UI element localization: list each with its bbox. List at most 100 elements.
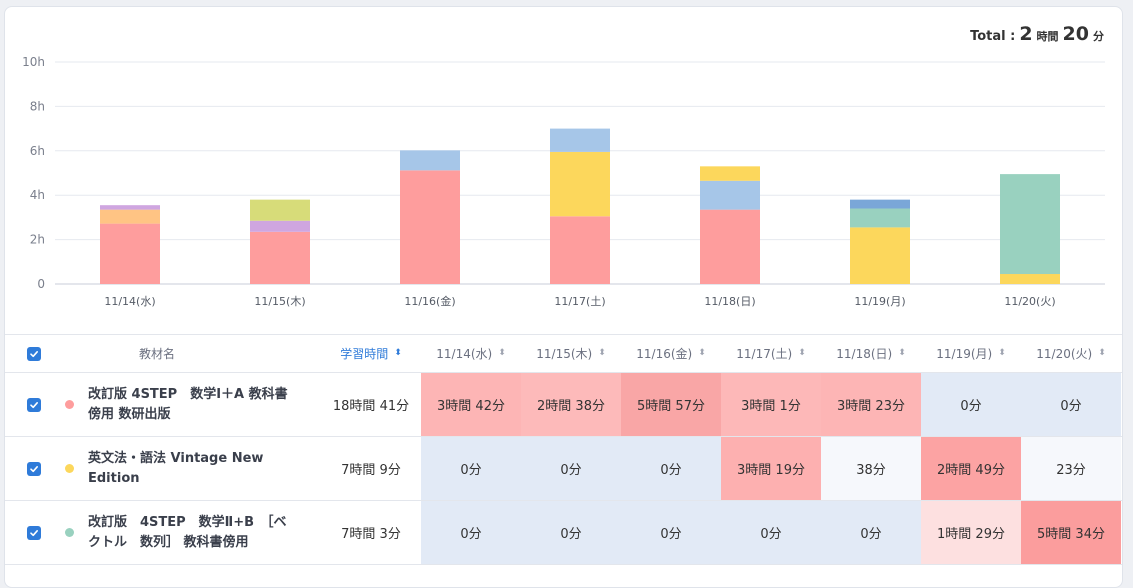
study-time-total: 7時間 9分 (341, 463, 401, 478)
select-all-checkbox[interactable] (27, 346, 41, 361)
study-time-total: 7時間 3分 (341, 527, 401, 542)
bar-segment (100, 223, 160, 284)
bar-segment (400, 150, 460, 171)
bar-segment (250, 220, 310, 232)
bar-segment (700, 180, 760, 210)
row-check-cell (5, 373, 63, 436)
x-tick-label: 11/17(土) (554, 295, 605, 308)
bar-segment (850, 208, 910, 228)
header-day[interactable]: 11/20(火) ⬍ (1021, 345, 1121, 362)
day-cell: 5時間 34分 (1021, 501, 1121, 564)
material-name-line: 英文法・語法 Vintage New (88, 450, 264, 466)
header-material-name: 教材名 (138, 347, 175, 361)
row-checkbox[interactable] (27, 525, 41, 540)
day-cell: 0分 (521, 437, 621, 500)
header-day-label: 11/14(水) (436, 347, 493, 361)
header-day-label: 11/17(土) (736, 347, 793, 361)
bar-segment (1000, 274, 1060, 284)
day-cell: 0分 (1021, 373, 1121, 436)
day-cell: 3時間 1分 (721, 373, 821, 436)
x-tick-label: 11/20(火) (1004, 295, 1055, 308)
material-name-cell: 改訂版 4STEP 数学Ⅱ+B ［ベ クトル 数列］ 教科書傍用 (63, 501, 321, 564)
total-label: Total : (970, 29, 1016, 44)
sort-icon: ⬍ (998, 348, 1006, 358)
sort-icon: ⬍ (798, 348, 806, 358)
day-cell: 23分 (1021, 437, 1121, 500)
day-cell: 3時間 42分 (421, 373, 521, 436)
day-cell: 3時間 19分 (721, 437, 821, 500)
table-row: 英文法・語法 Vintage New Edition 7時間 9分 0分 0分 0分 3時間… (5, 437, 1122, 501)
hours-unit: 時間 (1036, 30, 1059, 43)
material-name-line: 改訂版 4STEP 数学Ⅱ+B ［ベ (88, 514, 287, 530)
x-tick-label: 11/14(水) (104, 295, 155, 308)
study-table: 教材名 学習時間 ⬍ 11/14(水) ⬍ 11/15(木) ⬍ 11/16(金) ⬍… (5, 334, 1122, 565)
header-day[interactable]: 11/14(水) ⬍ (421, 345, 521, 362)
header-day-label: 11/15(木) (536, 347, 593, 361)
sort-icon: ⬍ (598, 348, 606, 358)
y-tick-label: 8h (30, 99, 45, 113)
y-tick-label: 2h (30, 233, 45, 247)
material-name-line: Edition (88, 470, 140, 486)
minutes-unit: 分 (1093, 30, 1104, 43)
day-cell: 2時間 49分 (921, 437, 1021, 500)
x-tick-label: 11/18(日) (704, 295, 755, 308)
row-checkbox[interactable] (27, 461, 41, 476)
header-day[interactable]: 11/15(木) ⬍ (521, 345, 621, 362)
header-day-label: 11/16(金) (636, 347, 693, 361)
table-row: 改訂版 4STEP 数学Ⅰ＋A 教科書 傍用 数研出版 18時間 41分 3時間 42… (5, 373, 1122, 437)
row-check-cell (5, 501, 63, 564)
header-day[interactable]: 11/17(土) ⬍ (721, 345, 821, 362)
header-day[interactable]: 11/16(金) ⬍ (621, 345, 721, 362)
y-tick-label: 10h (22, 55, 45, 69)
sort-icon: ⬍ (498, 348, 506, 358)
bar-segment (550, 216, 610, 284)
header-day[interactable]: 11/19(月) ⬍ (921, 345, 1021, 362)
select-all-cell (5, 346, 63, 361)
bar-segment (700, 209, 760, 284)
material-name-line: 改訂版 4STEP 数学Ⅰ＋A 教科書 (88, 386, 288, 402)
table-body: 改訂版 4STEP 数学Ⅰ＋A 教科書 傍用 数研出版 18時間 41分 3時間 42… (5, 373, 1122, 565)
y-tick-label: 0 (37, 277, 45, 291)
series-color-dot (65, 400, 74, 409)
bar-segment (1000, 174, 1060, 275)
study-time-total: 18時間 41分 (332, 399, 410, 414)
material-name-cell: 英文法・語法 Vintage New Edition (63, 437, 321, 500)
day-cell: 5時間 57分 (621, 373, 721, 436)
bar-segment (250, 231, 310, 284)
day-cell: 0分 (921, 373, 1021, 436)
y-tick-label: 4h (30, 188, 45, 202)
day-cell: 1時間 29分 (921, 501, 1021, 564)
check-icon (30, 529, 38, 536)
day-cell: 0分 (421, 437, 521, 500)
table-header-row: 教材名 学習時間 ⬍ 11/14(水) ⬍ 11/15(木) ⬍ 11/16(金) ⬍… (5, 335, 1122, 373)
total-hours: 2 (1019, 23, 1033, 45)
x-tick-label: 11/19(月) (854, 295, 905, 308)
day-cell: 3時間 23分 (821, 373, 921, 436)
header-study-time[interactable]: 学習時間 ⬍ (321, 345, 421, 362)
bar-segment (550, 151, 610, 217)
series-color-dot (65, 528, 74, 537)
total-time: Total : 2 時間 20 分 (970, 23, 1104, 45)
material-name-cell: 改訂版 4STEP 数学Ⅰ＋A 教科書 傍用 数研出版 (63, 373, 321, 436)
x-tick-label: 11/15(木) (254, 295, 305, 308)
header-study-time-label: 学習時間 (340, 347, 389, 361)
header-day-label: 11/19(月) (936, 347, 993, 361)
bar-segment (550, 128, 610, 152)
total-minutes: 20 (1062, 23, 1089, 45)
material-name[interactable]: 改訂版 4STEP 数学Ⅰ＋A 教科書 傍用 数研出版 (88, 385, 288, 425)
x-tick-label: 11/16(金) (404, 294, 455, 308)
bar-segment (100, 209, 160, 224)
day-cell: 38分 (821, 437, 921, 500)
material-name-line: クトル 数列］ 教科書傍用 (88, 534, 249, 550)
bar-segment (400, 170, 460, 284)
header-day[interactable]: 11/18(日) ⬍ (821, 345, 921, 362)
sort-icon: ⬍ (1098, 348, 1106, 358)
day-cell: 2時間 38分 (521, 373, 621, 436)
material-name[interactable]: 改訂版 4STEP 数学Ⅱ+B ［ベ クトル 数列］ 教科書傍用 (88, 513, 287, 553)
day-cell: 0分 (521, 501, 621, 564)
sort-icon: ⬍ (698, 348, 706, 358)
day-cell: 0分 (421, 501, 521, 564)
sort-icon: ⬍ (898, 348, 906, 358)
material-name[interactable]: 英文法・語法 Vintage New Edition (88, 449, 263, 489)
row-checkbox[interactable] (27, 397, 41, 412)
